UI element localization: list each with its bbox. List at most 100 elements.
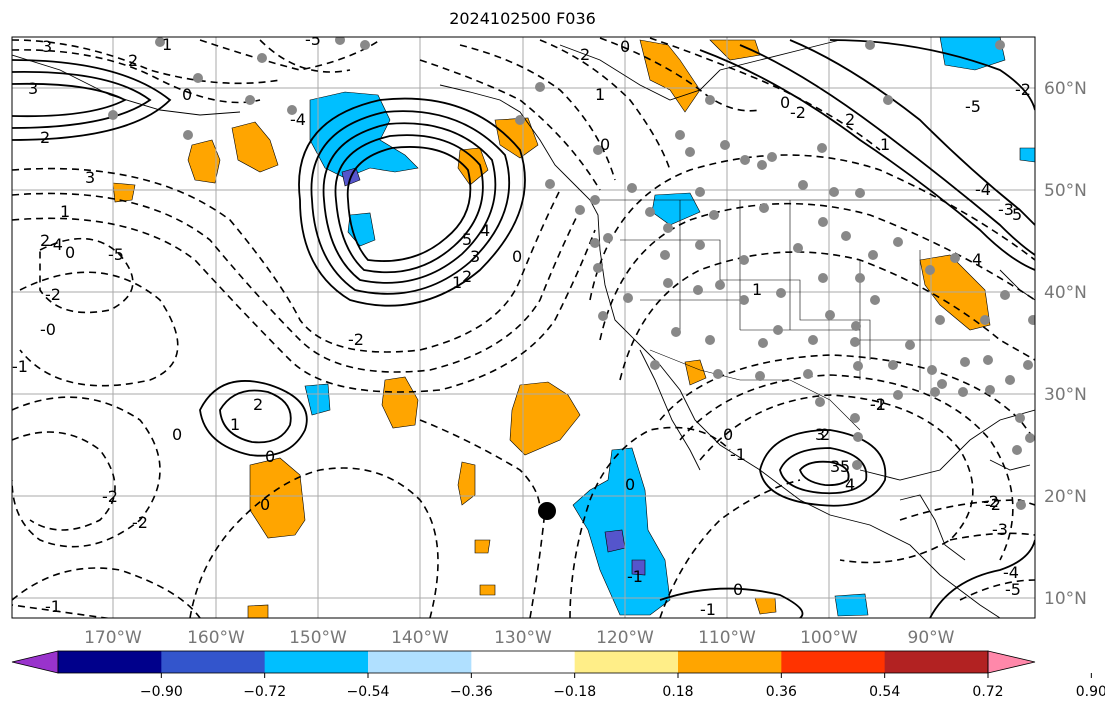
contour-label: 1 xyxy=(752,280,762,299)
latitude-label: 30°N xyxy=(1044,385,1087,405)
contour-label: 0 xyxy=(600,135,610,154)
contour-label: 3 xyxy=(470,247,480,266)
contour-label: 0 xyxy=(260,495,270,514)
contour-label: 2 xyxy=(580,45,590,64)
longitude-label: 120°W xyxy=(596,628,654,648)
negative-contours xyxy=(12,37,1035,618)
colorbar-tick-label: −0.36 xyxy=(450,684,493,700)
negative-anomaly-shading xyxy=(304,37,1035,617)
contour-label: -3 xyxy=(998,200,1014,219)
colorbar-tick-label: −0.90 xyxy=(140,684,183,700)
contour-label: -4 xyxy=(975,180,991,199)
colorbar-cell xyxy=(161,651,266,673)
colorbar-tick-label: 0.72 xyxy=(972,684,1003,700)
contour-label: 0 xyxy=(780,93,790,112)
contour-label: -4 xyxy=(1003,563,1019,582)
contour-label: -2 xyxy=(45,285,61,304)
map-frame xyxy=(11,36,1036,619)
contour-label: -4 xyxy=(47,235,63,254)
longitude-label: 90°W xyxy=(908,628,955,648)
contour-label: -1 xyxy=(700,600,716,619)
contour-label: 2 xyxy=(40,231,50,250)
colorbar-tick-label: −0.54 xyxy=(347,684,390,700)
contour-label: 3 xyxy=(42,37,52,56)
map-title: 2024102500 F036 xyxy=(449,9,596,28)
colorbar-extend-high xyxy=(987,650,1036,674)
contour-label: -2 xyxy=(132,513,148,532)
longitude-label: 150°W xyxy=(289,628,347,648)
contour-label: -2 xyxy=(102,487,118,506)
contour-label: -1 xyxy=(45,597,61,616)
latitude-label: 60°N xyxy=(1044,79,1087,99)
contour-label: 3 xyxy=(815,425,825,444)
contour-label: 2 xyxy=(845,110,855,129)
contour-label: 2 xyxy=(128,51,138,70)
contour-label: 4 xyxy=(845,475,855,494)
colorbar-tick-label: 0.54 xyxy=(869,684,900,700)
longitude-labels: 170°W 160°W 150°W 140°W 130°W 120°W 110°W 100°W… xyxy=(84,628,955,648)
contour-label: -2 xyxy=(985,495,1001,514)
colorbar-extend-low xyxy=(11,650,59,674)
contour-label: 3 xyxy=(830,457,840,476)
contour-label: 1 xyxy=(60,202,70,221)
contour-label: -0 xyxy=(40,320,56,339)
latitude-label: 20°N xyxy=(1044,487,1087,507)
contour-label: -2 xyxy=(983,492,999,511)
longitude-label: 130°W xyxy=(494,628,552,648)
colorbar-tick-label: −0.72 xyxy=(243,684,286,700)
contour-label: -2 xyxy=(348,330,364,349)
contour-label: 0 xyxy=(620,37,630,56)
longitude-label: 100°W xyxy=(800,628,858,648)
contour-label: -3 xyxy=(992,520,1008,539)
contour-label: 0 xyxy=(512,247,522,266)
contour-label: -2 xyxy=(1015,80,1031,99)
contour-label: -1 xyxy=(627,567,643,586)
contour-label: -4 xyxy=(290,110,306,129)
colorbar-cell xyxy=(884,651,989,673)
contour-label: 2 xyxy=(462,267,472,286)
contour-label: -5 xyxy=(965,97,981,116)
longitude-label: 160°W xyxy=(187,628,245,648)
state-borders xyxy=(592,199,1000,431)
longitude-label: 140°W xyxy=(391,628,449,648)
colorbar-cell xyxy=(678,651,782,673)
contour-label: 0 xyxy=(625,475,635,494)
contour-label: 0 xyxy=(65,243,75,262)
contour-label: 0 xyxy=(182,85,192,104)
contour-label: 0 xyxy=(723,425,733,444)
contour-label: 1 xyxy=(880,135,890,154)
contour-label: 1 xyxy=(230,415,240,434)
contour-label: -1 xyxy=(730,445,746,464)
colorbar-cell xyxy=(368,651,472,673)
contour-label: 1 xyxy=(162,35,172,54)
contour-label: 1 xyxy=(595,85,605,104)
contour-label: 0 xyxy=(733,580,743,599)
contour-label: -1 xyxy=(12,357,28,376)
latitude-label: 40°N xyxy=(1044,283,1087,303)
contour-label: -2 xyxy=(790,103,806,122)
contour-label: 2 xyxy=(253,395,263,414)
latitude-label: 50°N xyxy=(1044,181,1087,201)
contour-label: -2 xyxy=(870,395,886,414)
latitude-labels: 60°N 50°N 40°N 30°N 20°N 10°N xyxy=(1044,79,1087,609)
storm-center-marker xyxy=(538,502,556,520)
contour-label: 4 xyxy=(972,250,982,269)
contour-label: 5 xyxy=(840,457,850,476)
contour-label: 4 xyxy=(480,221,490,240)
contour-label: 2 xyxy=(40,128,50,147)
station-markers xyxy=(108,37,1035,510)
colorbar: −0.90 −0.72 −0.54 −0.36 −0.18 0.18 0.36 0.54 0.7… xyxy=(11,650,1105,700)
contour-label: -5 xyxy=(108,245,124,264)
contour-label: 0 xyxy=(172,425,182,444)
contour-label: 5 xyxy=(1012,205,1022,224)
colorbar-cell xyxy=(781,651,886,673)
contour-label: 3 xyxy=(85,168,95,187)
latitude-label: 10°N xyxy=(1044,589,1087,609)
contour-label: 3 xyxy=(28,79,38,98)
colorbar-cell xyxy=(58,651,162,673)
colorbar-tick-label: −0.18 xyxy=(553,684,596,700)
graticule xyxy=(12,37,1035,618)
contour-label: 2 xyxy=(820,425,830,444)
colorbar-cell xyxy=(264,651,369,673)
